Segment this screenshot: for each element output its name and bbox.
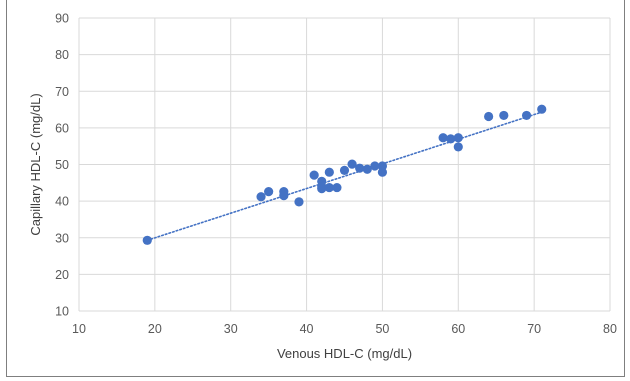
- y-tick-label: 50: [55, 158, 69, 172]
- data-point: [339, 165, 350, 175]
- data-point: [347, 159, 357, 169]
- linear-trendline: [146, 111, 543, 242]
- trendline-layer: [146, 111, 543, 242]
- x-tick-label: 60: [451, 322, 465, 336]
- data-point: [279, 191, 289, 201]
- y-axis-title: Capillary HDL-C (mg/dL): [28, 93, 43, 235]
- y-tick-label: 90: [55, 12, 69, 26]
- data-point: [142, 235, 152, 245]
- gridlines: [78, 17, 611, 312]
- x-axis-title: Venous HDL-C (mg/dL): [277, 346, 412, 361]
- y-tick-label: 60: [55, 121, 69, 135]
- data-point: [446, 134, 456, 144]
- data-point: [317, 184, 327, 194]
- x-tick-label: 20: [148, 322, 162, 336]
- y-tick-label: 70: [55, 85, 69, 99]
- chart-frame: [6, 0, 625, 377]
- y-tick-label: 80: [55, 48, 69, 62]
- data-point: [377, 167, 388, 177]
- data-point: [264, 187, 274, 197]
- data-point: [332, 182, 342, 193]
- data-point: [537, 104, 547, 114]
- data-point: [324, 167, 334, 177]
- y-tick-labels: 10 20 30 40 50 60 70 80 90: [55, 12, 69, 319]
- x-tick-label: 70: [527, 322, 541, 336]
- data-point: [256, 192, 266, 202]
- data-point: [355, 163, 365, 173]
- data-point: [309, 170, 319, 180]
- data-point: [453, 142, 463, 152]
- x-tick-label: 80: [603, 322, 617, 336]
- x-tick-label: 40: [300, 322, 314, 336]
- x-tick-labels: 10 20 30 40 50 60 70 80: [72, 322, 617, 336]
- data-point: [362, 164, 372, 174]
- y-tick-label: 20: [55, 268, 69, 282]
- data-point: [370, 161, 380, 171]
- data-points: [142, 104, 547, 245]
- data-point: [438, 133, 448, 143]
- x-tick-label: 30: [224, 322, 238, 336]
- data-point: [294, 197, 304, 207]
- y-tick-label: 40: [55, 195, 69, 209]
- data-point: [521, 110, 532, 121]
- data-point: [499, 110, 509, 121]
- y-tick-label: 30: [55, 231, 69, 245]
- data-point: [453, 133, 463, 143]
- x-tick-label: 10: [72, 322, 86, 336]
- x-tick-label: 50: [375, 322, 389, 336]
- data-point: [484, 111, 494, 122]
- y-tick-label: 10: [55, 305, 69, 319]
- data-point: [324, 182, 334, 193]
